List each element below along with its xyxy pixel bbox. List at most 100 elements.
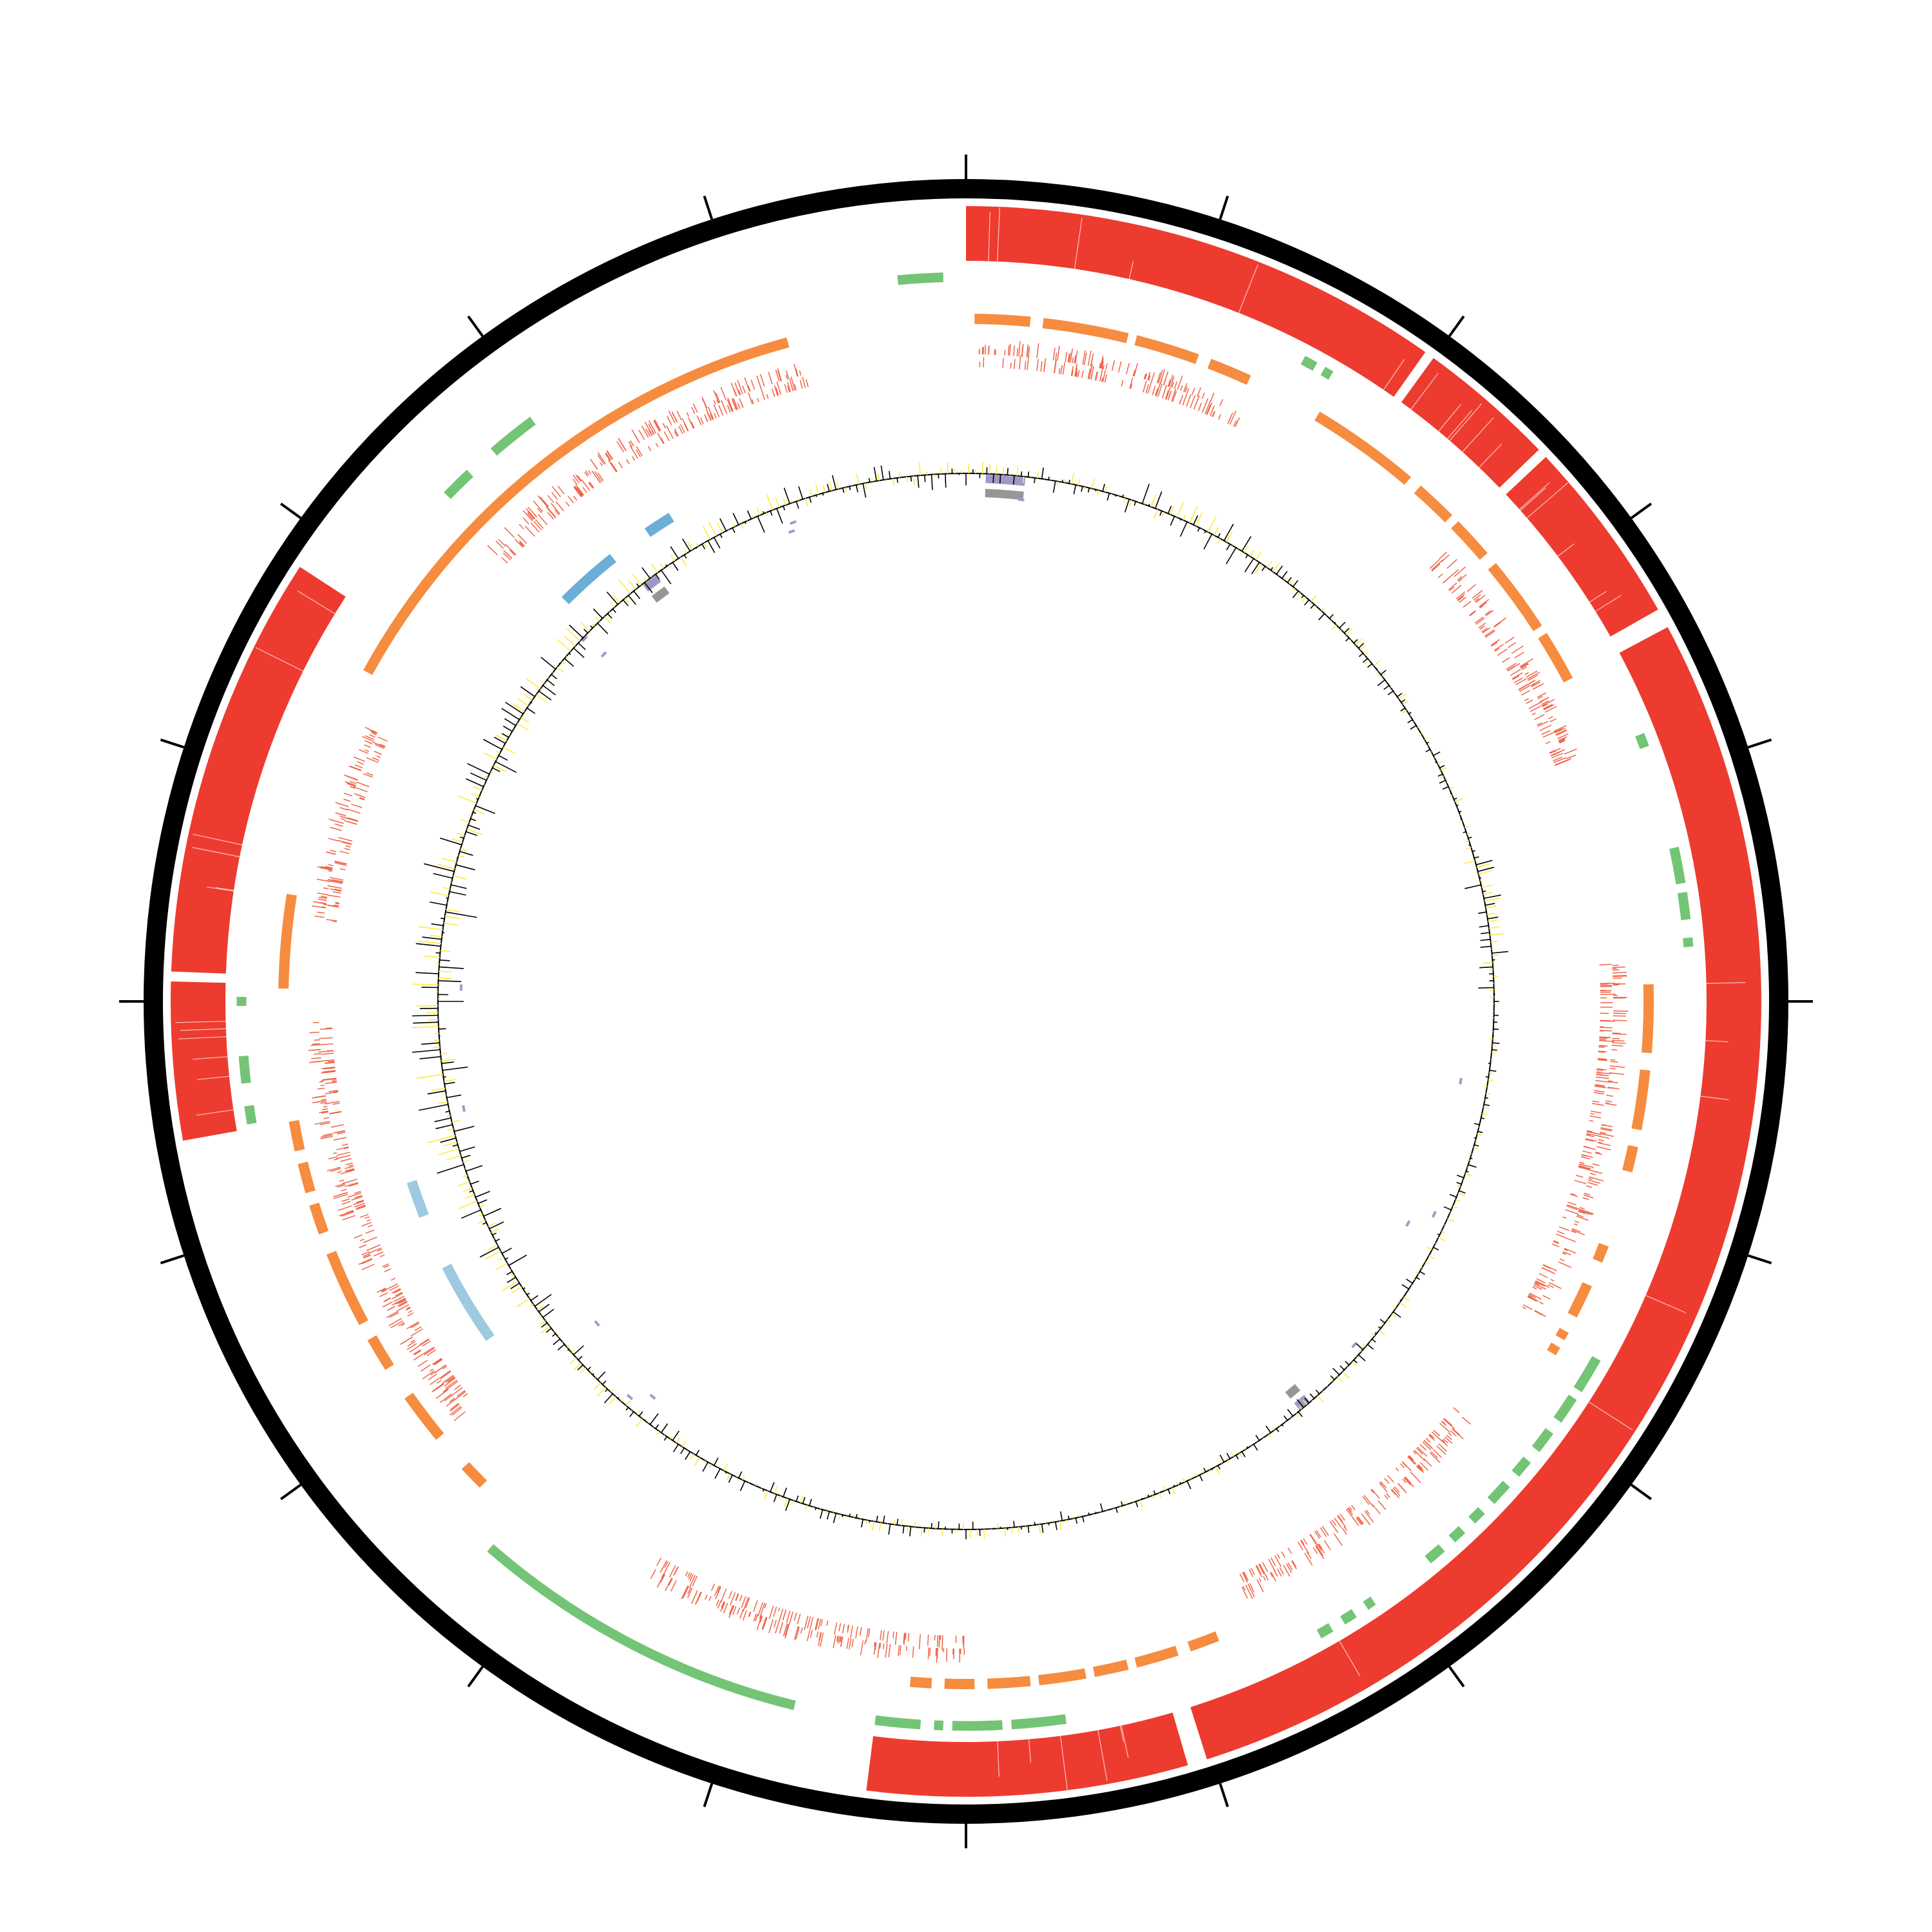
- gene-tick: [1612, 1037, 1620, 1039]
- gc-content-spike: [492, 767, 500, 772]
- homology-gap-line: [997, 207, 1000, 262]
- gene-tick: [359, 749, 368, 754]
- gene-tick: [1504, 636, 1515, 644]
- gc-content-spike: [459, 1146, 475, 1152]
- gene-tick: [332, 920, 337, 922]
- gene-tick: [374, 750, 382, 755]
- gc-content-spike: [672, 1430, 680, 1441]
- gene-tick: [1392, 1487, 1401, 1497]
- gc-content-spike: [1383, 685, 1390, 690]
- gene-tick: [759, 374, 765, 387]
- gc-skew-spike: [423, 955, 440, 958]
- gene-tick: [379, 1254, 385, 1258]
- gc-skew-spike: [1254, 564, 1262, 574]
- gc-skew-spike: [457, 795, 477, 804]
- gc-skew-spike: [1444, 1224, 1446, 1226]
- gc-content-spike: [1265, 1425, 1271, 1434]
- gene-tick: [653, 420, 660, 432]
- gc-content-spike: [461, 1155, 471, 1159]
- gene-tick: [406, 1321, 419, 1330]
- gc-content-spike: [862, 483, 867, 498]
- orange-segment: [1538, 632, 1573, 683]
- gc-content-spike: [1464, 884, 1481, 889]
- gc-content-spike: [489, 1221, 504, 1229]
- gc-skew-spike: [866, 1520, 868, 1524]
- gc-skew-spike: [804, 498, 809, 507]
- gene-tick: [1454, 566, 1466, 577]
- gene-tick: [368, 1224, 373, 1227]
- gene-tick: [337, 1205, 352, 1211]
- gene-tick: [918, 1634, 921, 1650]
- gene-tick: [1262, 1562, 1269, 1572]
- orange-segment: [1187, 1631, 1220, 1652]
- gene-tick: [366, 1244, 381, 1251]
- gene-tick: [565, 501, 570, 507]
- gene-tick: [1449, 586, 1455, 591]
- gene-tick: [372, 741, 385, 748]
- gene-tick: [806, 1629, 811, 1642]
- gene-tick: [1171, 388, 1177, 402]
- gc-skew-spike: [516, 1298, 530, 1307]
- gc-content-spike: [1425, 748, 1430, 753]
- gc-content-spike: [819, 1509, 824, 1519]
- gc-skew-spike: [636, 1418, 643, 1428]
- gc-skew-spike: [451, 838, 463, 843]
- gene-tick: [1590, 1113, 1595, 1115]
- gene-tick: [1121, 379, 1124, 387]
- gc-content-spike: [770, 1482, 775, 1492]
- purple-dash: [1432, 1211, 1437, 1218]
- gc-content-spike: [587, 1367, 591, 1370]
- gc-skew-spike: [1256, 1441, 1258, 1443]
- purple-dash: [788, 529, 795, 534]
- gc-skew-spike: [451, 1119, 460, 1123]
- gene-tick: [1599, 963, 1612, 966]
- gene-tick: [1575, 1220, 1580, 1224]
- gc-skew-spike: [417, 940, 441, 944]
- gc-content-spike: [1433, 1247, 1439, 1251]
- gene-tick: [522, 517, 529, 525]
- gene-tick: [1528, 1295, 1539, 1302]
- gene-tick: [636, 449, 641, 457]
- gene-tick: [366, 772, 374, 776]
- gc-content-spike: [622, 599, 629, 607]
- gene-tick: [1592, 1101, 1600, 1103]
- gene-tick: [348, 766, 362, 772]
- gene-tick: [756, 1615, 762, 1631]
- gc-skew-spike: [502, 746, 516, 755]
- gene-tick: [799, 380, 803, 389]
- gene-tick: [1526, 699, 1533, 705]
- gene-tick: [339, 1179, 345, 1182]
- gc-content-spike: [526, 707, 536, 714]
- gc-skew-spike: [484, 775, 488, 779]
- gene-tick: [1441, 1421, 1447, 1426]
- purple-dash: [1405, 1220, 1411, 1227]
- gene-tick: [1429, 1434, 1435, 1439]
- gene-tick: [764, 1603, 767, 1609]
- gene-tick: [409, 1346, 419, 1353]
- gene-tick: [445, 1376, 455, 1383]
- gene-tick: [793, 1612, 797, 1621]
- gene-tick: [886, 1631, 889, 1644]
- gene-tick: [790, 376, 796, 391]
- gene-tick: [1548, 1284, 1555, 1288]
- gc-skew-spike: [752, 515, 754, 518]
- gene-tick: [573, 496, 578, 501]
- homology-gap-line: [1097, 1730, 1108, 1781]
- gc-content-spike: [1245, 554, 1249, 559]
- gc-content-spike: [1082, 1516, 1084, 1522]
- gc-content-spike: [931, 1522, 933, 1529]
- gc-skew-spike: [1425, 1261, 1430, 1265]
- gene-tick: [738, 390, 741, 395]
- gene-tick: [1556, 1233, 1569, 1240]
- gene-tick: [410, 1340, 415, 1343]
- gene-tick: [346, 782, 356, 788]
- gc-content-spike: [762, 511, 764, 514]
- gc-skew-spike: [815, 484, 819, 495]
- orange-segment: [1593, 1242, 1609, 1263]
- gc-content-spike: [494, 737, 506, 744]
- gc-skew-spike: [608, 1396, 616, 1405]
- gene-tick: [396, 1304, 410, 1312]
- gene-tick: [648, 430, 652, 436]
- gc-skew-spike: [983, 1529, 985, 1539]
- gene-tick: [1589, 1115, 1602, 1119]
